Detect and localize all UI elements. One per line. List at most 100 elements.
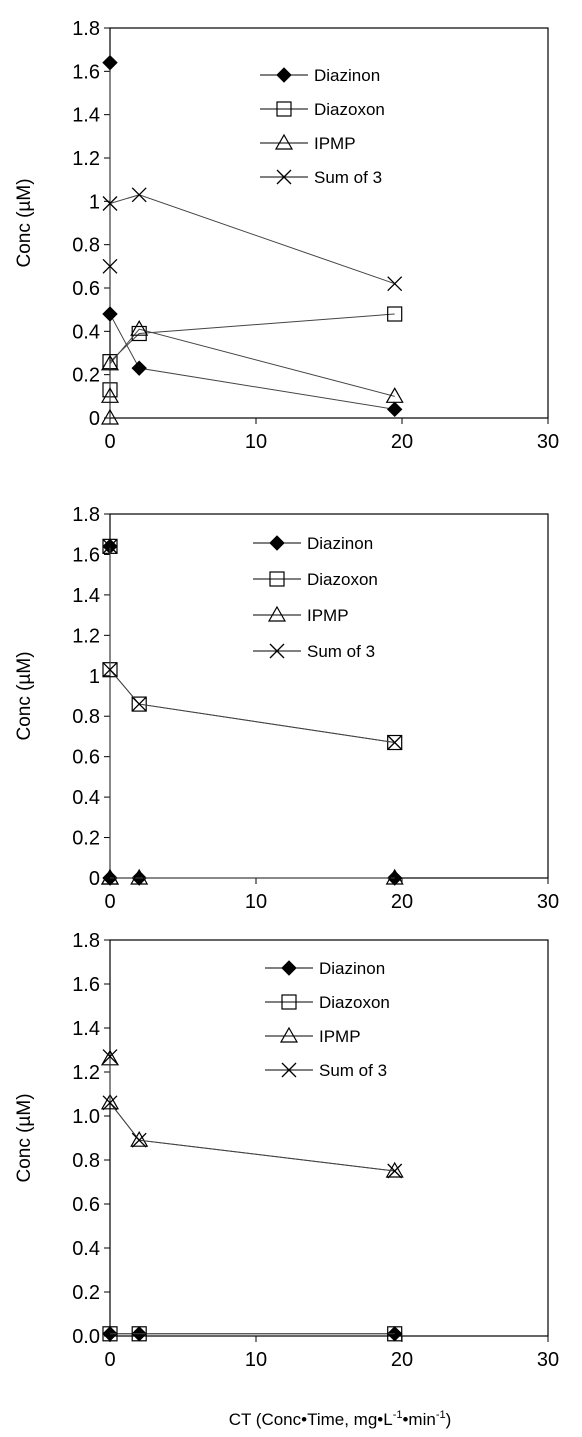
legend-label: Sum of 3 bbox=[307, 642, 375, 661]
x-tick-label: 30 bbox=[537, 431, 559, 453]
data-point-ipmp bbox=[130, 319, 149, 336]
y-tick-label: 0.8 bbox=[72, 706, 100, 728]
legend-marker-sum-of-3 bbox=[269, 643, 285, 659]
y-axis-title: Conc (µM) bbox=[14, 178, 35, 267]
x-tick-label: 0 bbox=[104, 431, 115, 453]
x-tick-label: 0 bbox=[104, 1349, 115, 1371]
x-axis-title: CT (Conc•Time, mg•L-1•min-1) bbox=[229, 1409, 452, 1429]
legend: Diazinon Diazoxon IPMP Sum of 3 bbox=[260, 66, 385, 187]
series-line-diazinon bbox=[109, 546, 395, 879]
series-diazinon bbox=[102, 538, 403, 886]
legend-label: IPMP bbox=[314, 134, 356, 153]
chart-panel-2: 0 0.2 0.4 0.6 0.8 1 1.2 1.4 1.6 1.8 0 10 20 30 Conc (µ… bbox=[14, 504, 559, 913]
y-tick-label: 0.4 bbox=[72, 1238, 100, 1260]
chart-panel-3: 0.0 0.2 0.4 0.6 0.8 1.0 1.2 1.4 1.6 1.8 0 10 20 30 Con… bbox=[14, 930, 559, 1371]
data-point-sum-of-3 bbox=[387, 735, 403, 750]
chart-panel-1: 0 0.2 0.4 0.6 0.8 1 1.2 1.4 1.6 1.8 0 10 20 30 Conc (µ… bbox=[14, 18, 559, 453]
data-point-sum-of-3 bbox=[387, 276, 403, 292]
x-tick-label: 20 bbox=[391, 891, 413, 913]
legend-marker-ipmp bbox=[274, 133, 294, 150]
legend-marker-diazoxon bbox=[269, 571, 285, 587]
data-point-ipmp bbox=[385, 868, 404, 885]
data-point-sum-of-3 bbox=[131, 696, 147, 712]
data-point-sum-of-3 bbox=[387, 1163, 403, 1179]
legend-label: Diazinon bbox=[307, 534, 373, 553]
x-tick-label: 10 bbox=[245, 891, 267, 913]
y-tick-label: 0.2 bbox=[72, 828, 100, 850]
y-tick-label: 1.6 bbox=[72, 974, 100, 996]
data-point-ipmp bbox=[100, 408, 120, 425]
data-point-sum-of-3 bbox=[102, 196, 118, 211]
data-point-ipmp bbox=[385, 1161, 404, 1178]
legend-label: Diazoxon bbox=[319, 993, 390, 1012]
data-point-diazoxon bbox=[387, 1326, 403, 1342]
data-point-sum-of-3 bbox=[131, 1132, 147, 1148]
data-point-ipmp bbox=[130, 1130, 149, 1147]
legend-label: IPMP bbox=[307, 606, 349, 625]
y-tick-label: 0.6 bbox=[72, 278, 100, 300]
data-point-diazoxon bbox=[102, 1326, 118, 1342]
legend-label: Sum of 3 bbox=[314, 168, 382, 187]
legend-marker-ipmp bbox=[267, 605, 287, 622]
legend-marker-diazinon bbox=[269, 535, 285, 551]
data-point-ipmp bbox=[100, 868, 120, 885]
x-tick-label: 20 bbox=[391, 1349, 413, 1371]
data-point-sum-of-3 bbox=[131, 187, 147, 203]
y-tick-label: 1.6 bbox=[72, 61, 100, 83]
data-point-ipmp bbox=[100, 1093, 120, 1110]
y-tick-label: 0.2 bbox=[72, 365, 100, 387]
data-point-sum-of-3 bbox=[102, 1049, 118, 1065]
series-ipmp bbox=[100, 868, 404, 885]
legend-marker-ipmp bbox=[279, 1026, 299, 1043]
legend-marker-diazoxon bbox=[281, 994, 297, 1010]
data-point-sum-of-3 bbox=[102, 258, 118, 274]
y-tick-label: 1.2 bbox=[72, 1062, 100, 1084]
x-tick-label: 10 bbox=[245, 431, 267, 453]
y-tick-label: 1.8 bbox=[72, 18, 100, 40]
data-point-ipmp bbox=[100, 354, 120, 371]
legend-label: Diazoxon bbox=[314, 100, 385, 119]
data-point-sum-of-3 bbox=[102, 538, 118, 554]
y-tick-label: 0.2 bbox=[72, 1282, 100, 1304]
legend: Diazinon Diazoxon IPMP Sum of 3 bbox=[253, 534, 378, 661]
plot-area bbox=[109, 27, 549, 419]
x-tick-label: 30 bbox=[537, 891, 559, 913]
y-tick-label: 0.4 bbox=[72, 321, 100, 343]
data-point-diazinon bbox=[102, 54, 118, 71]
legend-marker-diazoxon bbox=[276, 101, 292, 117]
series-diazoxon bbox=[102, 306, 403, 398]
y-tick-label: 1.8 bbox=[72, 504, 100, 526]
y-tick-label: 0 bbox=[89, 408, 100, 430]
legend-marker-diazinon bbox=[276, 67, 292, 83]
y-tick-label: 0.4 bbox=[72, 787, 100, 809]
series-ipmp bbox=[100, 319, 404, 425]
y-tick-label: 1.4 bbox=[72, 585, 100, 607]
legend-marker-sum-of-3 bbox=[276, 169, 292, 185]
legend-label: Sum of 3 bbox=[319, 1061, 387, 1080]
series-line-diazinon bbox=[109, 62, 395, 410]
y-tick-label: 0.8 bbox=[72, 1150, 100, 1172]
x-tick-label: 0 bbox=[104, 891, 115, 913]
x-tick-label: 20 bbox=[391, 431, 413, 453]
y-tick-label: 0.6 bbox=[72, 1194, 100, 1216]
series-sum-of-3 bbox=[102, 1049, 403, 1179]
data-point-diazoxon bbox=[131, 1326, 147, 1342]
y-tick-label: 1.4 bbox=[72, 105, 100, 127]
data-point-ipmp bbox=[130, 868, 149, 885]
plot-area bbox=[109, 513, 549, 879]
series-diazoxon bbox=[102, 1326, 403, 1342]
plot-area bbox=[109, 939, 549, 1337]
series-line-diazoxon bbox=[109, 313, 395, 390]
x-tick-label: 30 bbox=[537, 1349, 559, 1371]
data-point-sum-of-3 bbox=[102, 1095, 118, 1111]
series-sum-of-3 bbox=[102, 187, 403, 292]
y-tick-label: 1.8 bbox=[72, 930, 100, 952]
y-tick-label: 1 bbox=[89, 666, 100, 688]
legend-label: Diazinon bbox=[319, 959, 385, 978]
data-point-ipmp bbox=[100, 387, 120, 403]
data-point-ipmp bbox=[385, 387, 404, 403]
y-tick-label: 0 bbox=[89, 868, 100, 890]
legend-label: Diazoxon bbox=[307, 570, 378, 589]
series-sum-of-3 bbox=[102, 538, 403, 750]
